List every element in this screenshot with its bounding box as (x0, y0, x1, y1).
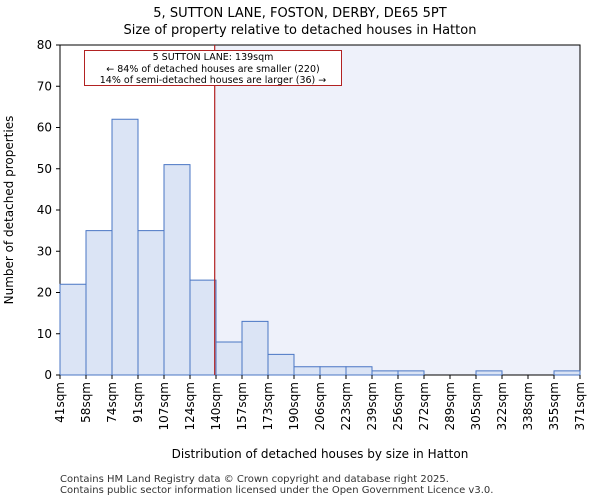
y-tick-label: 80 (37, 38, 52, 52)
y-tick-label: 20 (37, 286, 52, 300)
histogram-bar (267, 353, 295, 376)
histogram-bar (371, 370, 399, 376)
x-tick-label: 355sqm (547, 382, 561, 430)
histogram-bar (345, 366, 373, 376)
x-tick-label: 371sqm (573, 382, 587, 430)
y-tick-label: 10 (37, 327, 52, 341)
annotation-line-1: 5 SUTTON LANE: 139sqm (152, 52, 274, 63)
histogram-bar (85, 230, 113, 376)
x-tick-label: 74sqm (105, 382, 119, 423)
x-tick-label: 289sqm (443, 382, 457, 430)
marker-annotation: 5 SUTTON LANE: 139sqm ← 84% of detached … (84, 50, 342, 86)
x-tick-label: 107sqm (157, 382, 171, 430)
x-axis-label: Distribution of detached houses by size … (172, 447, 469, 461)
x-tick-label: 173sqm (261, 382, 275, 430)
x-tick-label: 157sqm (235, 382, 249, 430)
x-tick-label: 256sqm (391, 382, 405, 430)
x-tick-label: 338sqm (521, 382, 535, 430)
x-tick-label: 140sqm (209, 382, 223, 430)
histogram-bar (553, 370, 581, 376)
histogram-bar (59, 283, 87, 376)
x-tick-label: 239sqm (365, 382, 379, 430)
x-tick-label: 322sqm (495, 382, 509, 430)
histogram-bar (163, 164, 191, 376)
x-tick-label: 58sqm (79, 382, 93, 423)
footer-line-2: Contains public sector information licen… (60, 485, 494, 496)
x-tick-label: 124sqm (183, 382, 197, 430)
y-tick-label: 30 (37, 244, 52, 258)
x-tick-label: 223sqm (339, 382, 353, 430)
histogram-bar (475, 370, 503, 376)
histogram-bar (319, 366, 347, 376)
x-tick-label: 91sqm (131, 382, 145, 423)
annotation-line-3: 14% of semi-detached houses are larger (… (99, 75, 327, 86)
histogram-bar (189, 279, 217, 376)
histogram-bar (397, 370, 425, 376)
footer-line-1: Contains HM Land Registry data © Crown c… (60, 474, 449, 485)
y-tick-label: 50 (37, 162, 52, 176)
x-tick-label: 305sqm (469, 382, 483, 430)
y-tick-label: 40 (37, 203, 52, 217)
y-tick-label: 60 (37, 121, 52, 135)
x-tick-label: 41sqm (53, 382, 67, 423)
histogram-bar (111, 118, 139, 376)
histogram-bar (241, 320, 269, 376)
y-axis-label: Number of detached properties (2, 116, 16, 305)
histogram-bar (293, 366, 321, 376)
x-tick-label: 190sqm (287, 382, 301, 430)
y-tick-label: 0 (44, 368, 52, 382)
larger-region-shade (214, 45, 580, 375)
histogram-bar (137, 230, 165, 376)
x-tick-label: 272sqm (417, 382, 431, 430)
annotation-line-2: ← 84% of detached houses are smaller (22… (106, 63, 320, 75)
histogram-bar (215, 341, 243, 376)
x-tick-label: 206sqm (313, 382, 327, 430)
chart-subtitle: Size of property relative to detached ho… (123, 23, 477, 38)
y-tick-label: 70 (37, 79, 52, 93)
chart-title: 5, SUTTON LANE, FOSTON, DERBY, DE65 5PT (153, 6, 447, 21)
